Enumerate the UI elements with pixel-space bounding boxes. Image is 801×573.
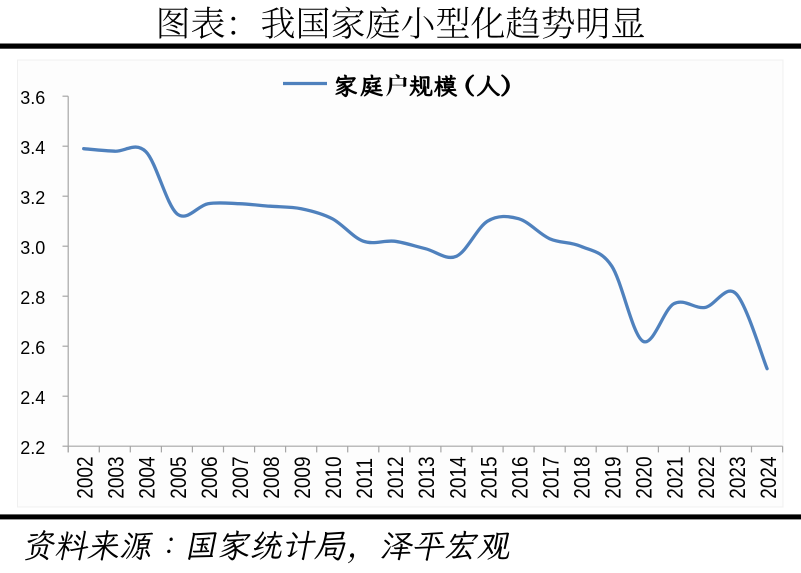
svg-text:2006: 2006 <box>197 456 222 498</box>
svg-text:3.0: 3.0 <box>20 238 45 258</box>
svg-text:2008: 2008 <box>260 456 285 498</box>
svg-text:2009: 2009 <box>291 456 316 498</box>
svg-text:2002: 2002 <box>73 456 98 498</box>
svg-text:2.8: 2.8 <box>20 288 45 308</box>
svg-text:2007: 2007 <box>229 456 254 498</box>
svg-text:2011: 2011 <box>353 458 378 499</box>
svg-text:2022: 2022 <box>694 456 719 498</box>
svg-text:2017: 2017 <box>539 456 564 498</box>
svg-text:2012: 2012 <box>384 456 409 498</box>
svg-text:2024: 2024 <box>757 456 782 498</box>
svg-text:3.2: 3.2 <box>20 188 45 208</box>
svg-text:2018: 2018 <box>570 456 595 498</box>
svg-text:2013: 2013 <box>415 456 440 498</box>
svg-text:2023: 2023 <box>726 456 751 498</box>
svg-text:2004: 2004 <box>135 456 160 498</box>
svg-text:2003: 2003 <box>104 456 129 498</box>
svg-text:3.6: 3.6 <box>20 88 45 108</box>
svg-text:2014: 2014 <box>446 456 471 498</box>
svg-text:2010: 2010 <box>322 456 347 498</box>
svg-text:2021: 2021 <box>663 456 688 498</box>
svg-text:3.4: 3.4 <box>20 138 45 158</box>
svg-text:2019: 2019 <box>601 456 626 498</box>
svg-text:2015: 2015 <box>477 456 502 498</box>
svg-text:2.2: 2.2 <box>20 438 45 458</box>
svg-text:2016: 2016 <box>508 456 533 498</box>
svg-text:2.6: 2.6 <box>20 338 45 358</box>
svg-text:2020: 2020 <box>632 456 657 498</box>
svg-text:2005: 2005 <box>166 456 191 498</box>
svg-text:2.4: 2.4 <box>20 388 45 408</box>
